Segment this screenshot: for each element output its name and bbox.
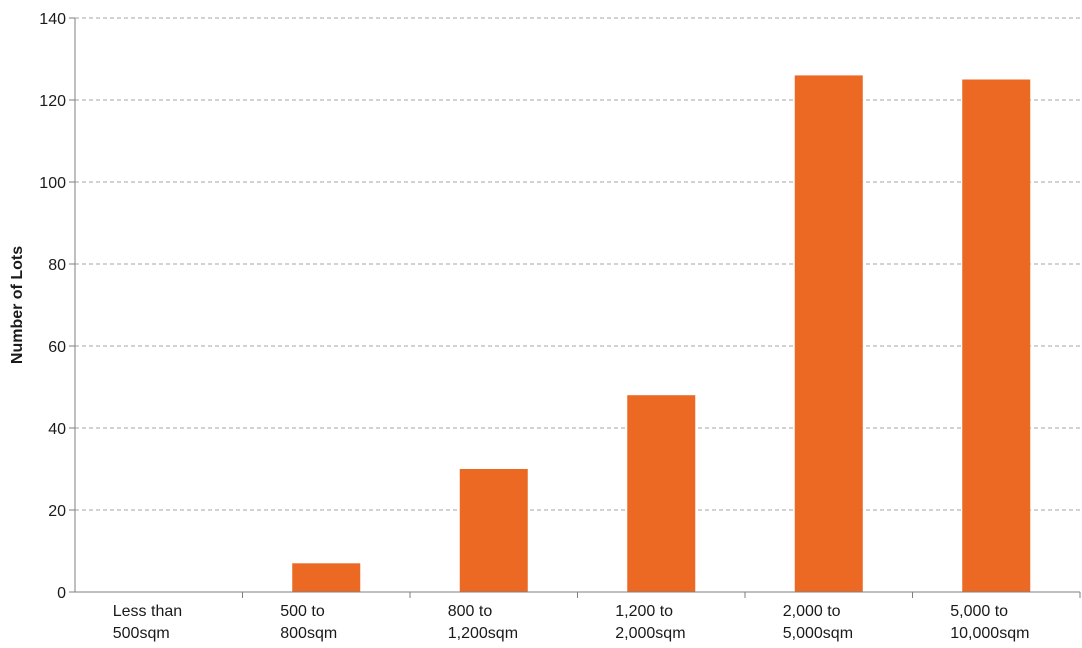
bar-1 (292, 563, 361, 592)
x-tick-label-line: 2,000sqm (615, 625, 685, 642)
x-tick-label: 5,000 to 10,000sqm (950, 603, 1029, 642)
y-tick-label: 140 (39, 11, 66, 28)
x-tick-label-line: 2,000 to (783, 603, 841, 620)
gridlines (69, 17, 1080, 593)
x-tick-label: 800 to 1,200sqm (448, 603, 518, 642)
y-tick-label: 120 (39, 93, 66, 110)
y-tick-label: 80 (48, 257, 66, 274)
x-tick-label-line: 10,000sqm (950, 625, 1029, 642)
bar-2 (459, 469, 528, 592)
axes (74, 18, 1080, 593)
x-tick-label: 1,200 to 2,000sqm (615, 603, 685, 642)
y-tick-label: 20 (48, 503, 66, 520)
bar-4 (794, 75, 863, 592)
y-tick-label: 40 (48, 421, 66, 438)
x-tick-label-line: 1,200 to (615, 603, 673, 620)
x-tick-label-line: Less than (113, 603, 182, 620)
y-tick-label: 60 (48, 339, 66, 356)
x-tick-label-line: 5,000sqm (783, 625, 853, 642)
x-tick-label-line: 500 to (280, 603, 325, 620)
y-tick-label: 0 (57, 585, 66, 602)
y-tick-label: 100 (39, 175, 66, 192)
x-tick-label: 2,000 to 5,000sqm (783, 603, 853, 642)
bar-3 (627, 395, 696, 592)
y-tick-labels: 0 20 40 60 80 100 120 140 (39, 11, 66, 602)
y-axis-title: Number of Lots (9, 246, 26, 364)
x-tick-label: Less than 500sqm (113, 603, 182, 642)
x-tick-label-line: 5,000 to (950, 603, 1008, 620)
x-tick-labels: Less than 500sqm 500 to 800sqm 800 to 1,200sq… (113, 603, 1030, 642)
x-tick-label-line: 800sqm (280, 625, 337, 642)
x-tick-label-line: 1,200sqm (448, 625, 518, 642)
bars (242, 75, 1081, 598)
x-tick-label: 500 to 800sqm (280, 603, 337, 642)
bar-5 (962, 79, 1031, 592)
x-tick-label-line: 800 to (448, 603, 493, 620)
x-tick-label-line: 500sqm (113, 625, 170, 642)
